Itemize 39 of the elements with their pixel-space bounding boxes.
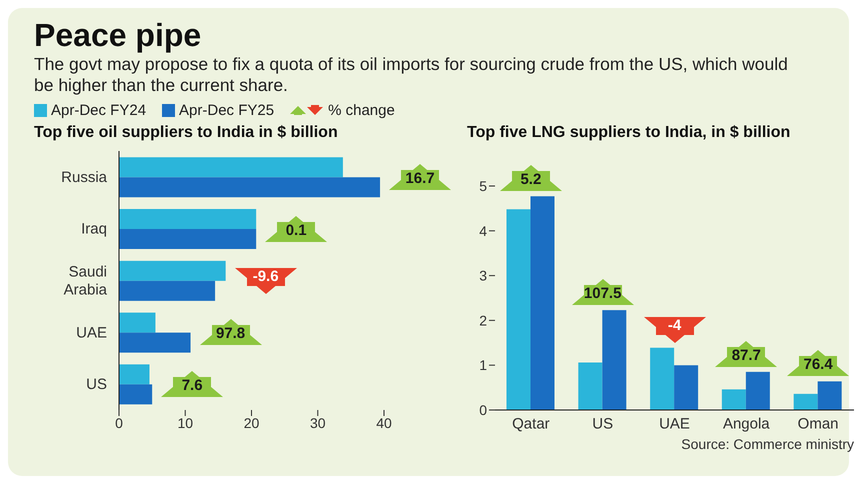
y-tick-label: US — [86, 376, 107, 394]
x-tick-label: Angola — [722, 416, 770, 433]
text: The govt may propose to fix a quota of its oil imports for sourcing crude from the US, which would be higher than the current share. — [34, 54, 789, 96]
y-tick-label: 1 — [479, 357, 488, 374]
annotation: 87.7 — [730, 346, 762, 364]
x-tick-label: UAE — [659, 416, 690, 433]
x-tick-label: 0 — [115, 414, 124, 431]
y-tick-label: 2 — [479, 312, 488, 328]
y-tick-label: 0 — [479, 402, 488, 418]
y-tick-label: UAE — [76, 324, 107, 342]
text: % change — [328, 102, 395, 118]
y-tick-label: Saudi Arabia — [64, 264, 108, 298]
y-tick-label: 3 — [479, 268, 488, 284]
annotation: 16.7 — [404, 170, 436, 187]
x-tick-label: 30 — [310, 414, 326, 431]
annotation: -4 — [666, 316, 682, 334]
annotation: 76.4 — [802, 356, 834, 374]
x-tick-label: US — [592, 416, 614, 433]
text: Peace pipe — [34, 16, 202, 54]
annotation: -9.6 — [252, 268, 280, 284]
y-tick-label: 4 — [479, 222, 488, 239]
legend-label: Apr-Dec FY25 — [179, 102, 274, 118]
annotation: 97.8 — [214, 325, 246, 342]
source-note: Source: Commerce ministry — [680, 436, 855, 452]
annotation: 107.5 — [582, 285, 622, 302]
y-tick-label: Iraq — [81, 220, 107, 238]
chart-title: Top five oil suppliers to India in $ billion — [34, 124, 339, 143]
annotation: 5.2 — [519, 171, 542, 188]
x-tick-label: Oman — [798, 416, 839, 433]
y-tick-label: 5 — [479, 178, 488, 194]
x-tick-label: Qatar — [512, 416, 550, 433]
x-tick-label: 10 — [177, 414, 194, 431]
legend-label: Apr-Dec FY24 — [51, 102, 146, 118]
y-tick-label: Russia — [61, 168, 108, 186]
annotation: 7.6 — [180, 377, 204, 394]
chart-title: Top five LNG suppliers to India, in $ billion — [466, 124, 792, 143]
x-tick-label: 20 — [244, 414, 260, 431]
annotation: 0.1 — [284, 222, 308, 239]
x-tick-label: 40 — [376, 414, 392, 431]
